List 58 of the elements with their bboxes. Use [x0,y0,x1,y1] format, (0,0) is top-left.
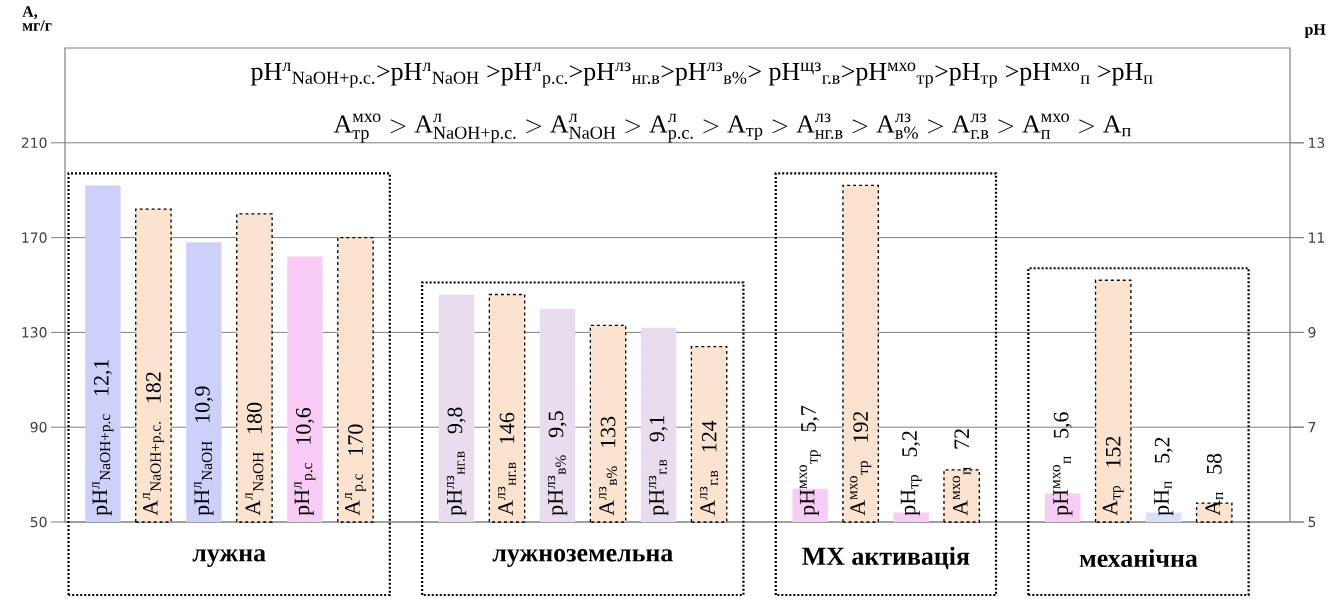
x-tick-label: A$^{мхо}$п [952,467,971,516]
x-tick-label: A$_{тр}$ [1102,486,1124,516]
data-label: 9,8 [447,407,466,434]
data-label: 9,1 [649,416,668,442]
x-tick-label: pH$^{лз}$г.в [648,459,669,516]
x-tick-label: pH$^{л}$NaOH [194,441,214,516]
x-tick-label: pH$^{лз}$в% [547,455,568,516]
y-tick-label: 50 [30,516,47,528]
y-axis-title: A, мг/г [22,6,52,31]
y2-tick-label: 7 [1308,422,1316,433]
data-label: 5,2 [1154,437,1173,463]
data-label: 146 [499,412,515,444]
x-tick-label: pH$^{мхо}$п [1052,456,1073,516]
y-tick-label: 170 [22,232,47,243]
x-tick-label: pH$_{п}$ [1154,481,1174,516]
y-tick-label: 130 [22,327,47,338]
x-tick-label: A$^{лз}$в% [599,466,618,516]
data-label: 5,7 [801,405,819,432]
data-label: 12,1 [93,359,112,396]
data-label: 9,5 [548,411,567,438]
y2-tick-label: 11 [1309,232,1324,243]
x-tick-label: A$^{л}$р.с [345,473,366,516]
x-tick-label: A$^{лз}$нг.в [497,462,517,516]
data-label: 124 [701,420,717,452]
x-tick-label: pH$_{тр}$ [900,475,922,516]
text: pH$^{л}$$_{NaOH+р.с.}$>pH$^{л}$$_{NaOH}$ >pH$^{л}$$_{р.с.}$>pH$^{лз}$$_{нг.в}$>pH$^{лз}$$_{в%}$> pH$^{щз}$$_{г.в}$>pH$^{мхо}$$_{тр}$>pH$_{тр}$ >pH$^{мхо}$$_{п}$ >pH$_{п}$ [251,62,1153,88]
data-label: 72 [954,429,969,449]
data-label: 10,9 [194,386,213,422]
text: лужноземельна [492,549,673,567]
text: лужна [192,549,266,567]
x-tick-label: A$_{п}$ [1205,492,1224,516]
y2-tick-label: 13 [1309,137,1325,149]
x-tick-label: pH$^{л}$р.с [294,463,316,516]
text: МХ активація [802,546,970,570]
text: механічна [1079,548,1198,568]
x-tick-label: pH$^{л}$NaOH+р.с [92,414,114,516]
data-label: 10,6 [295,407,314,444]
y-tick-label: 90 [30,421,47,433]
x-tick-label: A$^{лз}$г.в [700,470,719,516]
y2-tick-label: 5 [1308,516,1316,528]
y2-tick-label: 9 [1308,327,1316,338]
x-tick-label: pH$^{лз}$нг.в [446,451,467,516]
data-label: 182 [146,372,161,403]
x-tick-label: A$^{л}$NaOH [245,452,264,516]
x-tick-label: A$^{мхо}$тр [850,461,872,516]
data-label: 192 [853,411,868,442]
x-tick-label: A$^{л}$NaOH+р.с. [142,421,164,516]
y-tick-label: 210 [21,137,47,149]
data-label: 152 [1105,436,1121,467]
data-label: 5,2 [902,431,921,457]
annotation: $\text{A}^{\text{мхо}}_{\text{тр}}>\text{A}^{\text{л}}_{\text{NaOH+р.с.}}>\text{A}^{\text{л}}_{\text{NaOH}}>\text{A}^{\text{л}}_{\text{р.с.}}>\text{A}_{\text{тр}}>\text{A}^{\text{лз}}_{\text{нг.в}}>\text{A}^{\text{лз}}_{\text{в\%}}>\text{A}^{\text{лз}}_{\text{г.в}}>\text{A}^{\text{мхо}}_{\text{п}}>\text{A}_{\text{п}}$ [333,113,1131,143]
data-label: 58 [1206,453,1222,474]
data-label: 133 [600,416,616,447]
data-label: 5,6 [1053,412,1072,438]
data-label: 180 [247,402,262,433]
x-tick-label: pH$^{мхо}$тр [799,450,821,516]
y2-axis-title: pH [1304,24,1326,39]
data-label: 170 [348,424,363,455]
